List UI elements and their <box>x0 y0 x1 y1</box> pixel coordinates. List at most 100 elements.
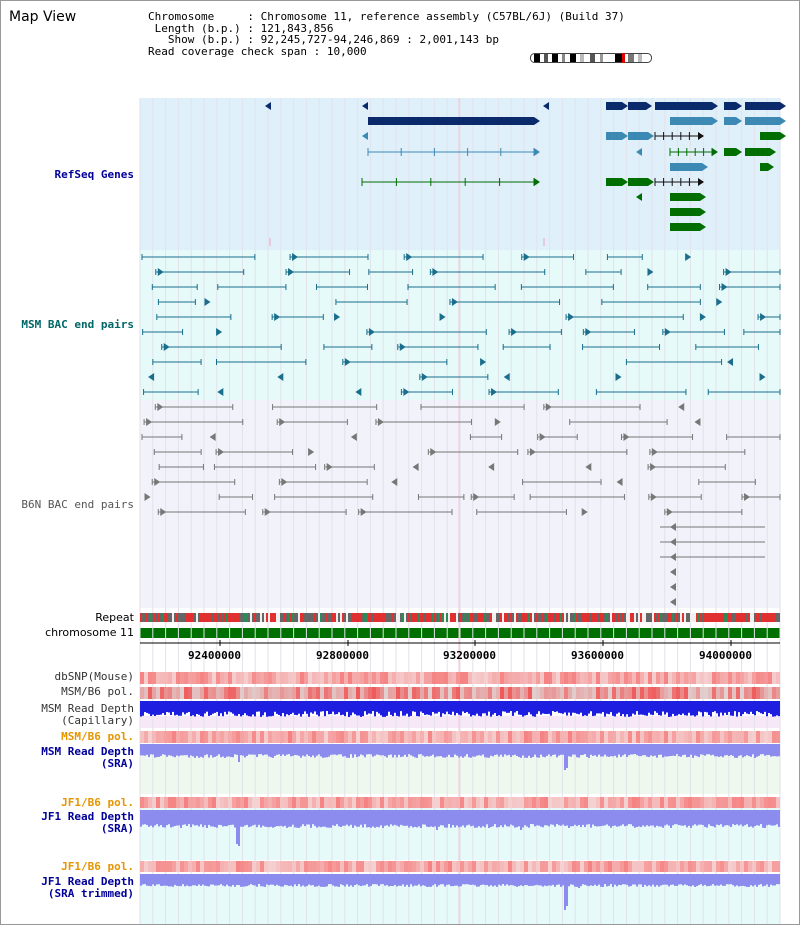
jf1-depth-trim-bar <box>160 874 162 886</box>
msm-b6-pol-cell <box>756 687 760 699</box>
jf1-depth-trim-bar <box>528 874 530 886</box>
jf1-b6-pol-cell <box>352 797 356 808</box>
msm-bac-pair-arrow <box>157 268 164 276</box>
jf1-depth-sra-bar <box>250 810 252 827</box>
msm-depth-cap-bar <box>658 701 660 716</box>
jf1-b6-pol-cell <box>728 797 732 808</box>
gene-strand-arrow <box>362 102 368 110</box>
chromosome-label-track: chromosome 11 <box>45 626 134 639</box>
msm-depth-cap-bar <box>504 701 506 712</box>
msm-b6-pol-cell <box>312 687 316 699</box>
jf1-depth-sra-bar <box>266 810 268 827</box>
repeat-segment <box>546 613 548 622</box>
msm-depth-sra-bar <box>626 744 628 758</box>
jf1-depth-sra-bar <box>404 810 406 826</box>
msm-depth-cap-bar <box>546 701 548 715</box>
repeat-segment <box>734 613 736 622</box>
msm-depth-sra-bar <box>684 744 686 755</box>
chromosome-ideogram[interactable] <box>530 53 652 63</box>
msm-b6-pol2-cell <box>256 731 260 743</box>
jf1-depth-trim-bar <box>656 874 658 886</box>
msm-depth-cap-bar <box>702 701 704 717</box>
msm-depth-sra-bar <box>532 744 534 757</box>
jf1-depth-sra-bar <box>280 810 282 826</box>
jf1-b6-pol-cell <box>336 797 340 808</box>
jf1-depth-sra-bar <box>506 810 508 827</box>
jf1-b6-pol2-cell <box>588 861 592 872</box>
repeat-segment <box>334 613 336 622</box>
jf1-depth-trim-bar <box>478 874 480 887</box>
msm-depth-cap-bar <box>620 701 622 717</box>
msm-b6-pol2-cell <box>216 731 220 743</box>
jf1-depth-sra-bar <box>732 810 734 825</box>
jf1-b6-pol-cell <box>668 797 672 808</box>
msm-depth-sra-bar <box>706 744 708 755</box>
msm-depth-cap-bar <box>450 701 452 715</box>
msm-depth-sra-bar <box>386 744 388 758</box>
repeat-segment <box>398 613 400 622</box>
refseq-label[interactable]: RefSeq Genes <box>54 168 134 181</box>
repeat-segment <box>776 613 778 622</box>
repeat-segment <box>626 613 628 622</box>
dbsnp-cell <box>468 672 472 684</box>
msm-b6-pol2-cell <box>404 731 408 743</box>
msm-b6-pol2-cell <box>472 731 476 743</box>
msm-depth-sra-bar <box>258 744 260 755</box>
repeat-segment <box>698 613 700 622</box>
msm-depth-cap-bar <box>626 701 628 715</box>
msm-depth-cap-bar <box>346 701 348 712</box>
repeat-segment <box>300 613 302 622</box>
jf1-b6-pol2-cell <box>480 861 484 872</box>
msm-b6-pol2-cell <box>544 731 548 743</box>
msm-depth-cap-bar <box>636 701 638 712</box>
msm-depth-cap-bar <box>354 701 356 715</box>
repeat-segment <box>674 613 676 622</box>
msm-depth-sra-bar <box>514 744 516 755</box>
msm-depth-sra-bar <box>194 744 196 758</box>
msm-b6-pol2-cell <box>368 731 372 743</box>
repeat-segment <box>716 613 718 622</box>
repeat-segment <box>148 613 150 622</box>
msm-b6-pol-cell <box>320 687 324 699</box>
msm-depth-sra-bar <box>570 744 572 757</box>
jf1-depth-trim-bar <box>680 874 682 885</box>
jf1-depth-sra-bar <box>648 810 650 827</box>
msm-depth-cap-bar <box>182 701 184 713</box>
msm-depth-cap-bar <box>770 701 772 715</box>
msm-depth-sra-bar <box>334 744 336 755</box>
dbsnp-cell <box>752 672 756 684</box>
jf1-depth-trim-bar <box>590 874 592 886</box>
msm-depth-sra-bar <box>226 744 228 757</box>
jf1-depth-trim-bar <box>690 874 692 887</box>
jf1-depth-trim-bar <box>338 874 340 887</box>
msm-b6-pol-cell <box>496 687 500 699</box>
repeat-segment <box>326 613 328 622</box>
msm-b6-pol-cell <box>324 687 328 699</box>
jf1-b6-pol-cell <box>680 797 684 808</box>
msm-depth-sra-bar <box>284 744 286 756</box>
msm-depth-sra-bar <box>146 744 148 755</box>
msm-b6-pol-cell <box>704 687 708 699</box>
repeat-segment <box>640 613 642 622</box>
repeat-segment <box>392 613 394 622</box>
msm-depth-sra-bar <box>290 744 292 757</box>
msm-depth-cap-bar <box>598 701 600 714</box>
msm-depth-sra-bar <box>718 744 720 757</box>
jf1-depth-sra-bar <box>276 810 278 826</box>
msm-b6-pol2-cell <box>588 731 592 743</box>
repeat-segment <box>162 613 164 622</box>
jf1-depth-trim-bar <box>240 874 242 887</box>
repeat-segment <box>422 613 424 622</box>
msm-depth-cap-bar <box>160 701 162 715</box>
jf1-depth-sra-bar <box>240 810 242 827</box>
msm-depth-cap-bar <box>632 701 634 714</box>
jf1-b6-pol-cell <box>364 797 368 808</box>
gene-strand-arrow <box>698 132 704 140</box>
jf1-depth-sra-bar <box>736 810 738 825</box>
gene-feature <box>655 102 712 110</box>
b6n-bac-label[interactable]: B6N BAC end pairs <box>21 498 134 511</box>
msm-bac-label[interactable]: MSM BAC end pairs <box>21 318 134 331</box>
jf1-depth-trim-bar <box>450 874 452 887</box>
jf1-b6-pol-cell <box>504 797 508 808</box>
